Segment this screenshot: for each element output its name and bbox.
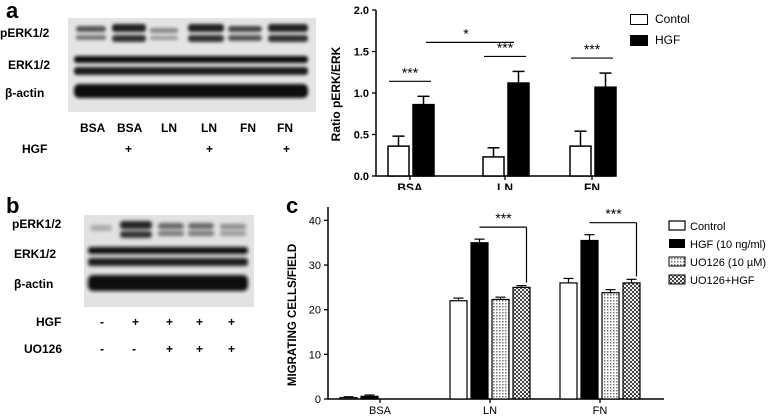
blot-b-uo126-mark-5: + <box>228 342 236 356</box>
blot-a-row-label-erk: ERK1/2 <box>8 58 51 72</box>
chart-a-sig-label: *** <box>497 39 514 55</box>
chart-c-y-tick-label: 10 <box>309 349 321 361</box>
chart-a-ylabel: Ratio pERK/ERK <box>329 46 343 141</box>
legend-swatch-hgf-10 <box>669 239 685 248</box>
chart-c-bar <box>580 239 599 400</box>
legend-label-uo126-hgf: UO126+HGF <box>690 275 755 287</box>
chart-c-legend: Control HGF (10 ng/ml) UO126 (10 µM) UO1… <box>668 220 766 287</box>
panel-label-c: c <box>286 193 299 218</box>
chart-c-x-tick-label: LN <box>483 405 497 417</box>
chart-a-sig-label-bsa-ln: * <box>463 25 469 41</box>
chart-a-x-tick-label: LN <box>497 181 513 190</box>
western-blot-b: pERK1/2 ERK1/2 β-actin HGF - + + + + <box>0 215 270 415</box>
western-blot-a: pERK1/2 ERK1/2 β-actin BSA <box>0 18 320 168</box>
blot-b-hgf-label: HGF <box>36 315 62 329</box>
blot-b-hgf-mark-4: + <box>196 315 204 329</box>
chart-c-y-tick-label: 0 <box>315 394 321 406</box>
blot-b-hgf-mark-1: - <box>100 315 104 329</box>
chart-c-bar <box>491 298 510 400</box>
chart-a-y-tick-label: 1.0 <box>354 88 369 100</box>
blot-b-row-label-actin: β-actin <box>14 277 54 291</box>
chart-a-bar <box>412 103 435 177</box>
blot-a-lane-3: LN <box>161 121 177 135</box>
chart-c-ylabel: MIGRATING CELLS/FIELD <box>287 244 299 386</box>
legend-label-uo126: UO126 (10 µM) <box>690 257 766 269</box>
blot-b-uo126-mark-3: + <box>166 342 174 356</box>
chart-c: MIGRATING CELLS/FIELD 0 10 20 30 40 BSA LN FN **… <box>287 206 664 417</box>
chart-c-y-tick-label: 30 <box>309 260 321 272</box>
chart-a-x-tick-label: FN <box>584 181 600 190</box>
chart-a-sig-label: *** <box>584 41 601 57</box>
blot-b-uo126-label: UO126 <box>24 342 63 356</box>
blot-b-uo126-mark-1: - <box>100 342 104 356</box>
blot-a-row-label-perk: pERK1/2 <box>0 26 50 40</box>
chart-c-x-tick-label: FN <box>593 405 608 417</box>
legend-label-control: Control <box>690 221 725 233</box>
blot-a-row-label-actin: β-actin <box>5 86 45 100</box>
blot-a-lane-1: BSA <box>80 121 106 135</box>
blot-b-row-label-erk: ERK1/2 <box>14 247 57 261</box>
chart-c-bar <box>622 282 641 400</box>
chart-a-y-tick-label: 1.5 <box>354 47 369 59</box>
blot-b-bands <box>84 215 254 307</box>
blot-a-hgf-mark-2: + <box>125 142 133 156</box>
legend-swatch-uo126 <box>668 256 686 267</box>
legend-label-hgf: HGF <box>655 33 681 47</box>
chart-c-bar <box>559 282 578 400</box>
blot-a-hgf-mark-6: + <box>283 142 291 156</box>
chart-c-bar <box>601 292 620 400</box>
legend-swatch-control <box>668 220 686 231</box>
chart-c-x-tick-label: BSA <box>369 405 392 417</box>
chart-a-y-tick-label: 0.5 <box>354 130 369 142</box>
chart-c-bar <box>339 397 358 400</box>
chart-a-y-tick-label: 2.0 <box>354 5 369 17</box>
blot-b-uo126-mark-2: - <box>132 342 136 356</box>
blot-b-uo126-mark-4: + <box>196 342 204 356</box>
chart-a-bar <box>507 82 530 177</box>
chart-c-y-tick-label: 40 <box>309 215 321 227</box>
blot-a-bands <box>68 18 316 112</box>
legend-swatch-uo126-hgf <box>668 274 686 285</box>
chart-a-legend: Contol HGF <box>630 12 770 52</box>
chart-a-bar <box>594 86 617 177</box>
chart-c-bar <box>360 395 379 400</box>
blot-a-lane-2: BSA <box>117 121 143 135</box>
chart-c-sig-label: *** <box>605 206 622 222</box>
chart-a-y-tick-label: 0.0 <box>354 171 369 183</box>
blot-a-hgf-label: HGF <box>22 142 48 156</box>
blot-b-hgf-mark-3: + <box>166 315 174 329</box>
blot-a-lane-4: LN <box>201 121 217 135</box>
panel-label-b: b <box>6 193 20 218</box>
chart-a-bar <box>569 145 592 177</box>
chart-a-bar <box>482 156 505 177</box>
legend-label-hgf-10: HGF (10 ng/ml) <box>690 239 766 251</box>
chart-c-bar <box>512 286 531 400</box>
panel-label-a: a <box>6 0 19 23</box>
chart-c-bar <box>470 242 489 400</box>
chart-a-bar <box>387 145 410 177</box>
legend-swatch-hgf <box>630 35 648 46</box>
legend-swatch-contol <box>630 14 648 25</box>
legend-label-contol: Contol <box>655 12 690 26</box>
blot-a-lane-6: FN <box>277 121 293 135</box>
chart-c-sig-label: *** <box>495 210 512 226</box>
chart-a-x-tick-label: BSA <box>397 181 423 190</box>
blot-b-hgf-mark-5: + <box>228 315 236 329</box>
blot-b-row-label-perk: pERK1/2 <box>12 217 62 231</box>
blot-a-hgf-mark-4: + <box>206 142 214 156</box>
chart-c-bar <box>449 300 468 400</box>
chart-a-sig-label: *** <box>402 64 419 80</box>
blot-b-hgf-mark-2: + <box>132 315 140 329</box>
blot-a-lane-5: FN <box>240 121 256 135</box>
chart-c-y-tick-label: 20 <box>309 305 321 317</box>
